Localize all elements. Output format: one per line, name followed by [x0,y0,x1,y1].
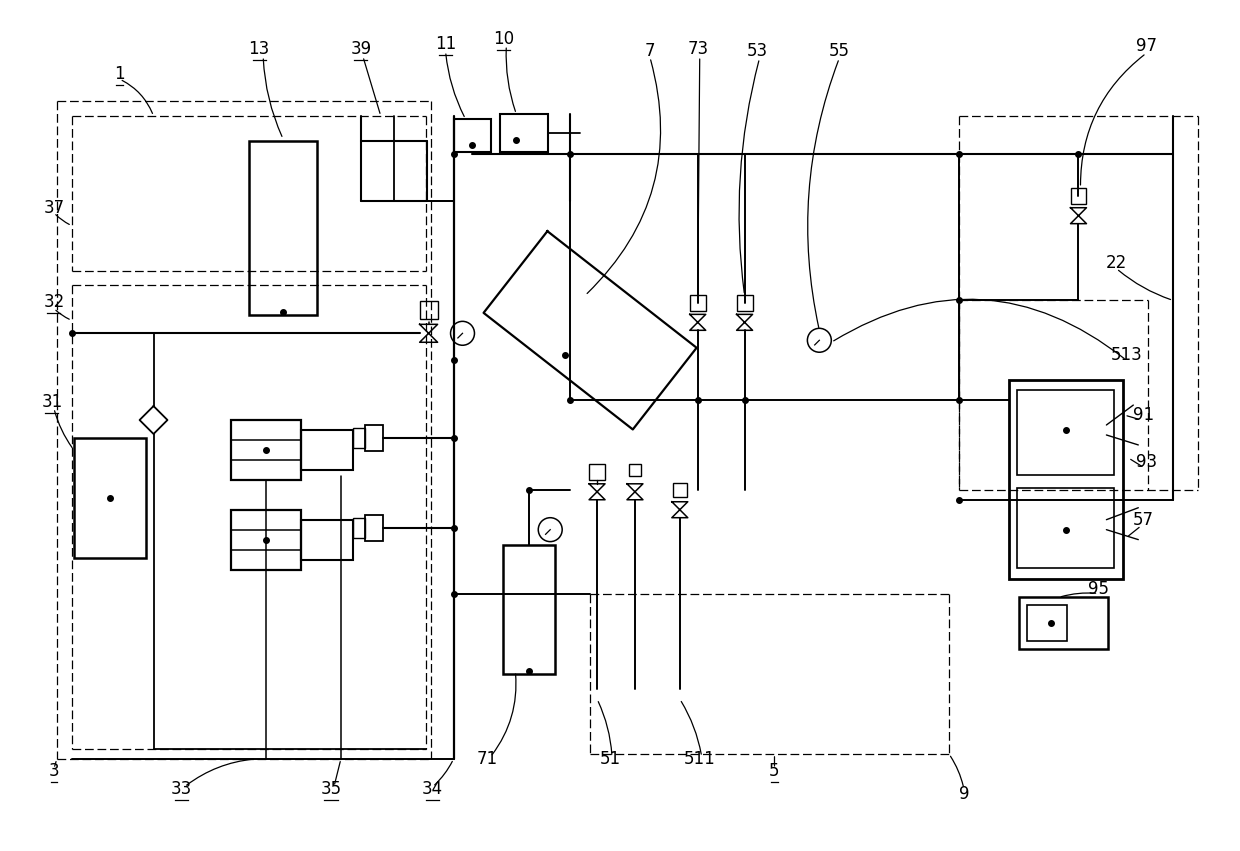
Bar [232,420,301,480]
Bar [673,483,687,497]
Text: 5: 5 [769,762,780,780]
Bar [353,428,365,448]
Text: 513: 513 [1111,346,1142,364]
Text: 34: 34 [422,780,443,797]
Text: 511: 511 [684,750,715,768]
Bar [301,520,353,560]
Bar [365,515,383,540]
Bar [353,517,365,538]
Bar [737,295,753,311]
Bar [232,510,301,569]
Text: 53: 53 [746,43,768,60]
Text: 35: 35 [320,780,341,797]
Bar [365,425,383,451]
Text: 33: 33 [171,780,192,797]
Bar [1070,188,1086,203]
Text: 1: 1 [114,66,125,83]
Text: 31: 31 [41,393,62,411]
Bar [454,119,491,151]
Text: 3: 3 [48,762,60,780]
Text: 32: 32 [43,294,64,311]
Bar [589,464,605,480]
Text: 73: 73 [687,40,708,58]
Bar [629,464,641,476]
Bar [501,114,548,151]
Bar [689,295,706,311]
Text: 22: 22 [1106,254,1127,271]
Text: 7: 7 [645,43,655,60]
Bar [301,430,353,470]
Text: 9: 9 [959,785,970,802]
Text: 93: 93 [1136,453,1157,471]
Bar [1019,597,1109,649]
Bar [74,438,145,557]
Bar [1027,605,1066,642]
Bar [419,301,438,319]
Text: 91: 91 [1132,406,1154,424]
Text: 97: 97 [1136,37,1157,55]
Text: 39: 39 [350,40,372,58]
Bar [1017,488,1115,568]
Text: 55: 55 [828,43,849,60]
Text: 10: 10 [492,31,513,49]
Text: 57: 57 [1133,511,1153,528]
Text: 37: 37 [43,199,64,217]
Text: 11: 11 [435,35,456,54]
Bar [249,141,317,316]
Text: 13: 13 [248,40,270,58]
Bar [1008,380,1123,580]
Text: 71: 71 [477,750,498,768]
Bar [1017,390,1115,475]
Polygon shape [484,231,697,430]
Text: 51: 51 [599,750,620,768]
Bar [503,545,556,674]
Text: 95: 95 [1087,580,1109,598]
